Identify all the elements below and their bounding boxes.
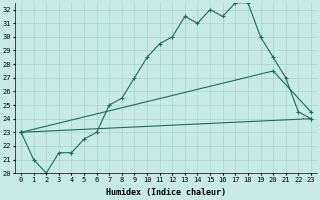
- X-axis label: Humidex (Indice chaleur): Humidex (Indice chaleur): [106, 188, 226, 197]
